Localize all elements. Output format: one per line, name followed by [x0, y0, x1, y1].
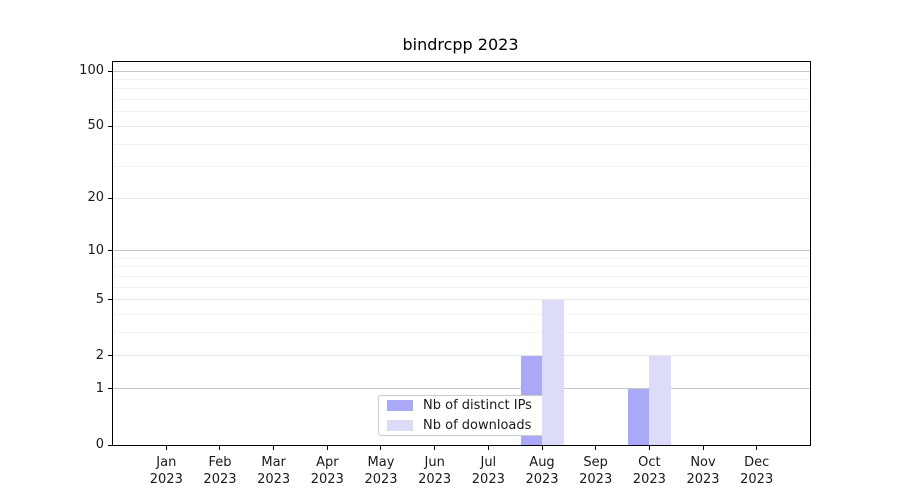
- y-tick-1: [108, 388, 112, 390]
- x-tick-jun: [434, 446, 436, 450]
- gridline-y-90: [113, 79, 810, 81]
- x-tick-sep: [595, 446, 597, 450]
- x-tick-nov: [702, 446, 704, 450]
- legend-label-distinct-ips: Nb of distinct IPs: [423, 398, 532, 413]
- gridline-y-80: [113, 88, 810, 90]
- y-tick-label-10: 10: [87, 242, 104, 258]
- gridline-y-3: [113, 332, 810, 334]
- y-tick-label-20: 20: [87, 190, 104, 206]
- gridline-y-50: [113, 125, 810, 127]
- gridline-y-1: [113, 388, 810, 390]
- y-tick-label-50: 50: [87, 118, 104, 134]
- gridline-y-60: [113, 111, 810, 113]
- x-tick-jul: [487, 446, 489, 450]
- y-tick-label-1: 1: [95, 380, 104, 396]
- gridline-y-4: [113, 314, 810, 316]
- gridline-y-100: [113, 70, 810, 72]
- legend-entry-distinct-ips: Nb of distinct IPs: [379, 397, 545, 415]
- y-tick-label-0: 0: [95, 437, 104, 452]
- x-tick-label-aug: Aug 2023: [525, 455, 559, 487]
- x-tick-label-may: May 2023: [364, 455, 398, 487]
- gridline-y-10: [113, 250, 810, 252]
- x-tick-apr: [326, 446, 328, 450]
- gridline-y-9: [113, 257, 810, 259]
- x-tick-mar: [273, 446, 275, 450]
- y-tick-10: [108, 250, 112, 252]
- plot-area: 0 1 2 5 10 20 50 100 Jan 2023 Feb 2023 Mar 2023 Apr 20…: [79, 61, 811, 487]
- legend-swatch-distinct-ips: [387, 400, 413, 411]
- y-tick-2: [108, 355, 112, 357]
- gridline-y-2: [113, 355, 810, 357]
- x-tick-jan: [165, 446, 167, 450]
- legend: Nb of distinct IPs Nb of downloads: [378, 395, 546, 436]
- y-tick-50: [108, 125, 112, 127]
- legend-entry-downloads: Nb of downloads: [379, 417, 545, 435]
- y-tick-0: [108, 444, 112, 446]
- x-tick-aug: [541, 446, 543, 450]
- gridline-y-7: [113, 276, 810, 278]
- y-tick-label-100: 100: [79, 63, 104, 79]
- x-tick-label-sep: Sep 2023: [579, 455, 613, 487]
- x-tick-feb: [219, 446, 221, 450]
- bar-aug-downloads: [542, 299, 564, 445]
- bar-oct-downloads: [649, 355, 671, 445]
- chart-title: bindrcpp 2023: [402, 35, 519, 54]
- y-tick-label-5: 5: [95, 291, 104, 307]
- gridline-y-70: [113, 99, 810, 101]
- y-tick-20: [108, 197, 112, 199]
- x-tick-may: [380, 446, 382, 450]
- x-tick-label-apr: Apr 2023: [310, 455, 344, 487]
- gridline-y-6: [113, 286, 810, 288]
- x-tick-oct: [648, 446, 650, 450]
- gridline-y-20: [113, 197, 810, 199]
- x-tick-label-nov: Nov 2023: [686, 455, 720, 487]
- gridline-y-40: [113, 143, 810, 145]
- x-tick-dec: [756, 446, 758, 450]
- x-tick-label-mar: Mar 2023: [257, 455, 291, 487]
- x-tick-label-feb: Feb 2023: [203, 455, 237, 487]
- x-tick-label-dec: Dec 2023: [740, 455, 774, 487]
- y-tick-5: [108, 299, 112, 301]
- x-tick-label-jul: Jul 2023: [471, 455, 505, 487]
- y-tick-100: [108, 70, 112, 72]
- x-tick-label-jan: Jan 2023: [149, 455, 183, 487]
- legend-swatch-downloads: [387, 420, 413, 431]
- y-tick-label-2: 2: [95, 347, 104, 363]
- gridline-y-5: [113, 299, 810, 301]
- bar-oct-distinct-ips: [627, 388, 650, 445]
- x-tick-label-oct: Oct 2023: [632, 455, 666, 487]
- x-tick-label-jun: Jun 2023: [418, 455, 452, 487]
- gridline-y-30: [113, 166, 810, 168]
- legend-label-downloads: Nb of downloads: [423, 418, 532, 433]
- gridline-y-8: [113, 266, 810, 268]
